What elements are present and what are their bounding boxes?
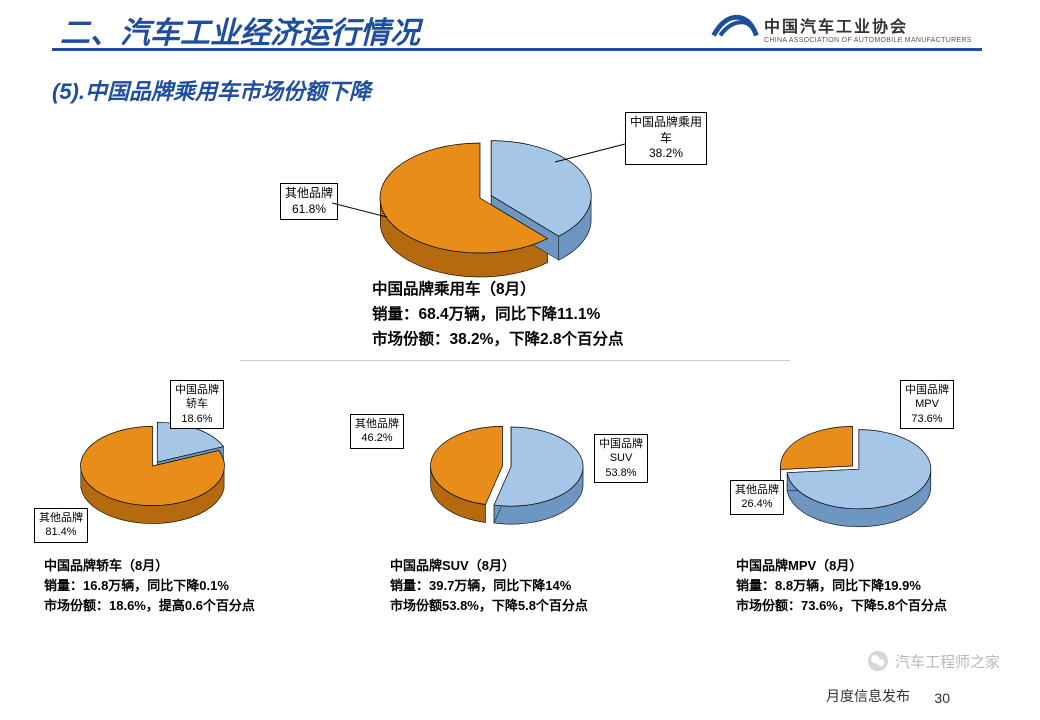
footer-source: 月度信息发布 [826, 686, 910, 706]
pie2-label-orange: 其他品牌 46.2% [350, 414, 404, 449]
logo: 中国汽车工业协会 CHINA ASSOCIATION OF AUTOMOBILE… [710, 8, 1020, 48]
header: 二、汽车工业经济运行情况 中国汽车工业协会 CHINA ASSOCIATION … [0, 0, 1040, 60]
pie3-chart [760, 410, 945, 540]
watermark-text: 汽车工程师之家 [895, 651, 1000, 672]
divider [240, 360, 790, 361]
wechat-icon [867, 650, 889, 672]
main-caption: 中国品牌乘用车（8月） 销量：68.4万辆，同比下降11.1% 市场份额：38.… [372, 278, 624, 352]
logo-text-en: CHINA ASSOCIATION OF AUTOMOBILE MANUFACT… [764, 37, 972, 44]
pie1-label-orange: 其他品牌 81.4% [34, 508, 88, 543]
logo-text-cn: 中国汽车工业协会 [764, 13, 972, 37]
pie3-label-orange: 其他品牌 26.4% [730, 480, 784, 515]
footer-page: 30 [934, 690, 950, 706]
pie2-chart [410, 410, 595, 540]
page-title: 二、汽车工业经济运行情况 [60, 8, 420, 52]
main-pie-label-blue: 中国品牌乘用 车 38.2% [625, 112, 707, 165]
pie1-label-blue: 中国品牌 轿车 18.6% [170, 380, 224, 429]
main-pie-label-orange: 其他品牌 61.8% [280, 183, 338, 220]
pie2-caption: 中国品牌SUV（8月） 销量：39.7万辆，同比下降14% 市场份额53.8%，… [390, 556, 588, 616]
pie2-label-blue: 中国品牌 SUV 53.8% [594, 434, 648, 483]
pie1-caption: 中国品牌轿车（8月） 销量：16.8万辆，同比下降0.1% 市场份额：18.6%… [44, 556, 255, 616]
leader-line [555, 140, 630, 170]
watermark: 汽车工程师之家 [867, 650, 1000, 672]
subtitle: (5).中国品牌乘用车市场份额下降 [52, 74, 371, 106]
title-underline [52, 48, 982, 51]
pie3-label-blue: 中国品牌 MPV 73.6% [900, 380, 954, 429]
caam-logo-icon [710, 14, 760, 42]
leader-line [332, 195, 392, 225]
pie3-caption: 中国品牌MPV（8月） 销量：8.8万辆，同比下降19.9% 市场份额：73.6… [736, 556, 947, 616]
